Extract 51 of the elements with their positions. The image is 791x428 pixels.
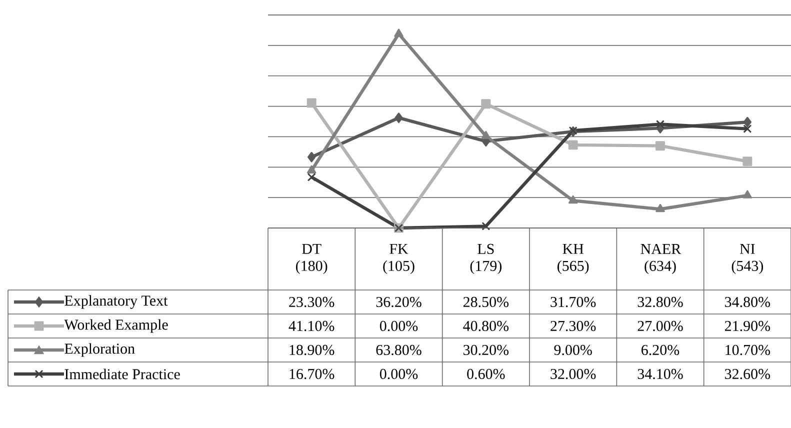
data-label: 23.30% [289, 296, 334, 308]
point [307, 172, 316, 182]
point [306, 165, 316, 174]
point [481, 99, 491, 109]
data-label: 6.20% [642, 344, 680, 356]
data-label: 0.00% [380, 368, 418, 380]
data-label: 31.70% [550, 296, 596, 308]
data-label: 36.20% [376, 296, 422, 308]
data-label: 34.80% [725, 296, 770, 308]
legend-label: Immediate Practice [64, 368, 180, 380]
point [306, 98, 316, 108]
point [656, 204, 665, 212]
point [656, 120, 665, 129]
x-tick-label: DT (180) [296, 244, 328, 274]
x-tick-label: KH (565) [558, 244, 589, 274]
data-label: 30.20% [464, 344, 509, 356]
data-label: 16.70% [290, 368, 334, 380]
data-label: 32.00% [550, 368, 596, 380]
data-label: 0.60% [467, 368, 505, 380]
data-label: 28.50% [463, 296, 509, 308]
point [481, 130, 491, 140]
data-label: 27.30% [550, 320, 596, 332]
data-label: 32.80% [638, 296, 683, 308]
point [743, 116, 752, 128]
data-label: 32.60% [725, 368, 770, 380]
x-tick-label: NAER (634) [640, 244, 682, 274]
data-label: 40.80% [463, 320, 509, 332]
point [742, 190, 752, 198]
point [394, 112, 403, 124]
point [307, 152, 316, 162]
data-label: 27.00% [638, 320, 683, 332]
legend-label: Explanatory Text [64, 295, 168, 309]
data-label: 41.10% [288, 320, 334, 332]
point [568, 140, 578, 150]
data-label: 34.10% [638, 368, 683, 380]
point [656, 141, 665, 151]
x-tick-label: LS (179) [470, 244, 502, 274]
x-tick-label: NI (543) [732, 244, 764, 274]
data-label: 18.90% [290, 344, 334, 356]
data-label: 63.80% [376, 344, 422, 356]
data-label: 21.90% [724, 320, 770, 332]
legend-label: Worked Example [64, 319, 168, 333]
point [742, 156, 752, 166]
data-label: 9.00% [554, 344, 592, 356]
legend-label: Exploration [64, 343, 135, 357]
point [394, 28, 404, 37]
point [743, 124, 752, 134]
point [568, 195, 578, 204]
data-label: 10.70% [726, 344, 770, 356]
data-label: 0.00% [380, 320, 418, 332]
x-tick-label: FK (105) [383, 244, 414, 274]
